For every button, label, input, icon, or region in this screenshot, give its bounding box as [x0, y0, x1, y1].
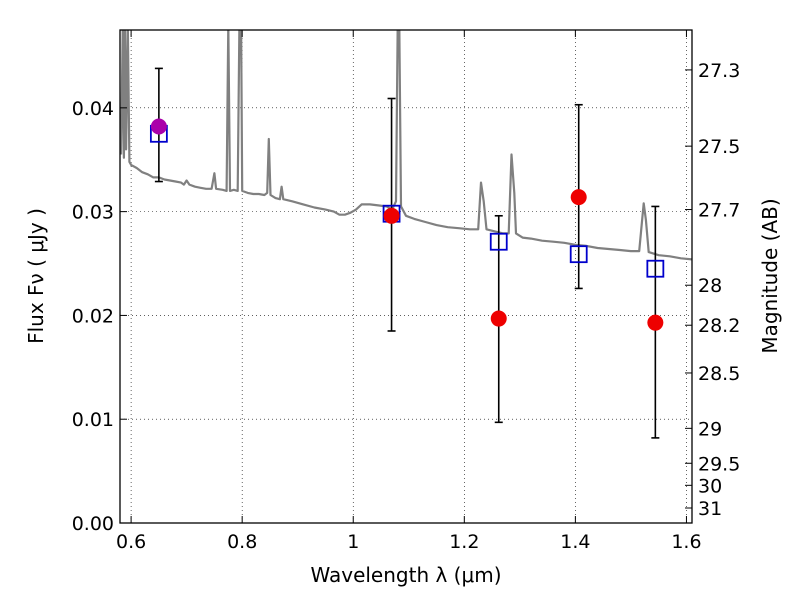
y-tick-label: 0.02	[72, 305, 114, 327]
x-axis-ticks: 0.6 0.8 1 1.2 1.4 1.6	[116, 30, 702, 553]
x-tick-label: 1.4	[560, 531, 590, 553]
y-tick-label: 0.01	[72, 409, 114, 431]
plot-frame	[119, 29, 693, 524]
magnitude-axis-label: Magnitude (AB)	[758, 198, 782, 353]
y-tick-label: 0.04	[72, 98, 114, 120]
x-tick-label: 0.8	[227, 531, 257, 553]
x-tick-label: 1.6	[671, 531, 701, 553]
magnitude-tick-label: 29.5	[698, 453, 740, 475]
magnitude-tick-label: 28.5	[698, 363, 740, 385]
observed-photometry-point	[150, 118, 167, 135]
plot-background	[120, 30, 692, 523]
observed-photometry-points	[150, 118, 664, 331]
model-photometry-square	[489, 232, 508, 251]
y-axis-label: Flux Fν ( μJy )	[24, 208, 48, 344]
magnitude-tick-label: 28	[698, 275, 722, 297]
y-tick-label: 0.03	[72, 202, 114, 224]
magnitude-tick-label: 27.3	[698, 60, 740, 82]
x-tick-label: 1.2	[449, 531, 479, 553]
y-axis-ticks: 0.00 0.01 0.02 0.03 0.04	[72, 98, 127, 535]
observed-photometry-point	[647, 314, 664, 331]
magnitude-tick-label: 28.2	[698, 315, 740, 337]
observed-photometry-point	[570, 189, 587, 206]
magnitude-tick-label: 31	[698, 498, 722, 520]
observed-photometry-point	[383, 207, 400, 224]
x-tick-label: 1	[347, 531, 359, 553]
observed-photometry-point	[490, 310, 507, 327]
magnitude-tick-label: 30	[698, 475, 722, 497]
x-axis-label: Wavelength λ (μm)	[310, 563, 501, 587]
model-photometry-square	[646, 259, 665, 278]
model-spectrum-line	[120, 30, 692, 261]
magnitude-tick-label: 27.5	[698, 136, 740, 158]
magnitude-tick-label: 29	[698, 418, 722, 440]
model-spectrum-layer	[120, 30, 692, 261]
model-photometry-square	[569, 245, 588, 264]
y-tick-label: 0.00	[72, 513, 114, 535]
x-tick-label: 0.6	[116, 531, 146, 553]
magnitude-tick-label: 27.7	[698, 200, 740, 222]
